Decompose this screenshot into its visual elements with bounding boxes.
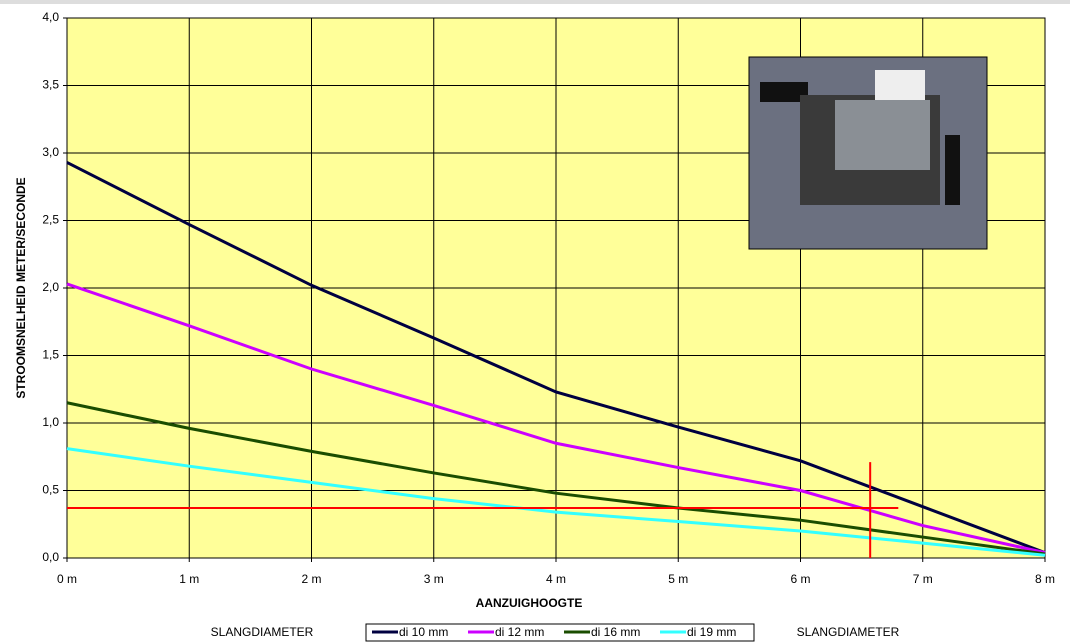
y-tick-label: 2,5: [42, 213, 59, 227]
x-axis-label: AANZUIGHOOGTE: [476, 596, 583, 610]
x-tick-label: 8 m: [1035, 572, 1055, 586]
legend-label: di 10 mm: [399, 625, 448, 639]
photo-shape: [835, 100, 930, 170]
legend-side-label: SLANGDIAMETER: [797, 625, 900, 639]
y-axis-label: STROOMSNELHEID METER/SECONDE: [14, 177, 28, 398]
photo-shape: [875, 70, 925, 100]
x-tick-label: 4 m: [546, 572, 566, 586]
x-tick-label: 6 m: [790, 572, 810, 586]
y-tick-label: 3,5: [42, 78, 59, 92]
photo-shape: [760, 82, 808, 102]
y-tick-label: 0,0: [42, 550, 59, 564]
series-line: [66, 282, 1046, 555]
x-tick-label: 5 m: [668, 572, 688, 586]
legend-box: [365, 623, 755, 642]
series-line: [66, 401, 1046, 556]
y-tick-label: 1,0: [42, 415, 59, 429]
x-tick-label: 0 m: [57, 572, 77, 586]
lines: [66, 161, 1046, 557]
y-tick-label: 1,5: [42, 348, 59, 362]
y-tick-label: 3,0: [42, 145, 59, 159]
legend-label: di 16 mm: [591, 625, 640, 639]
photo: [748, 56, 988, 250]
legend-label: di 12 mm: [495, 625, 544, 639]
x-tick-label: 2 m: [301, 572, 321, 586]
y-tick-label: 2,0: [42, 280, 59, 294]
series-line: [66, 447, 1046, 557]
y-tick-label: 4,0: [42, 10, 59, 24]
y-tick-label: 0,5: [42, 483, 59, 497]
photo-shape: [945, 135, 960, 205]
legend-side-label: SLANGDIAMETER: [211, 625, 314, 639]
x-tick-label: 1 m: [179, 572, 199, 586]
x-tick-label: 3 m: [424, 572, 444, 586]
top-bar: [0, 0, 1070, 4]
legend-label: di 19 mm: [687, 625, 736, 639]
series-line: [66, 161, 1046, 555]
x-tick-label: 7 m: [913, 572, 933, 586]
